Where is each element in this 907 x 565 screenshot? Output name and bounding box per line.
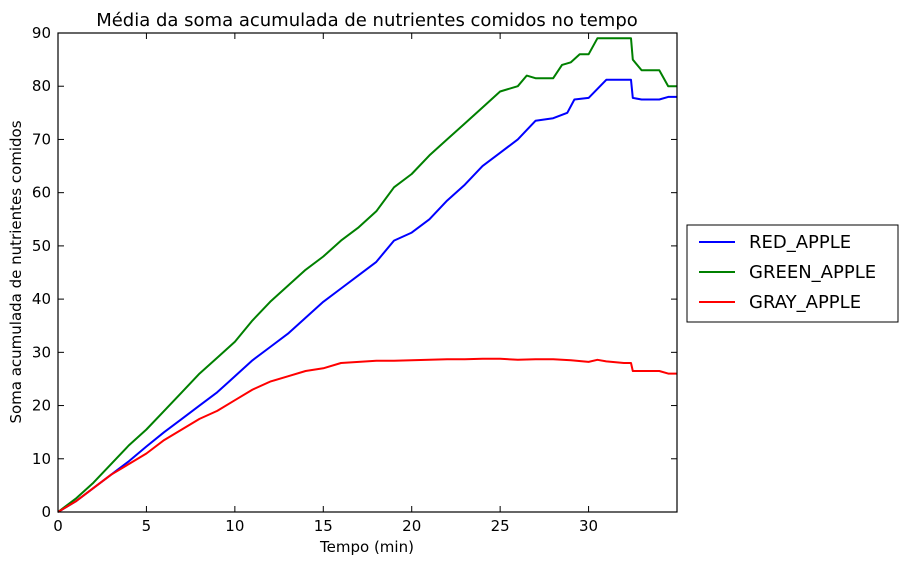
legend: RED_APPLE GREEN_APPLE GRAY_APPLE [686,224,899,323]
y-tick-label: 60 [32,184,51,202]
axis-ticks: 0 5 10 15 20 25 30 0 10 20 30 40 50 60 70 80 90 [32,24,677,535]
x-tick-label: 25 [491,517,510,535]
plot-frame [57,32,678,513]
x-tick-label: 5 [142,517,152,535]
chart-title: Média da soma acumulada de nutrientes co… [96,10,638,31]
x-tick-label: 30 [579,517,598,535]
y-tick-label: 70 [32,130,51,148]
series-line-gray-apple [57,357,677,513]
y-tick-label: 80 [32,77,51,95]
y-tick-label: 20 [32,397,51,415]
y-tick-label: 0 [41,503,51,521]
y-tick-label: 40 [32,290,51,308]
legend-label: RED_APPLE [749,232,851,253]
x-tick-label: 10 [225,517,244,535]
y-axis-label: Soma acumulada de nutrientes comidos [7,120,25,423]
y-tick-label: 10 [32,450,51,468]
y-tick-label: 90 [32,24,51,42]
legend-label: GREEN_APPLE [749,262,876,283]
legend-label: GRAY_APPLE [749,292,861,313]
y-tick-label: 50 [32,237,51,255]
series-line-red-apple [57,78,677,513]
x-tick-label: 0 [53,517,63,535]
series-line-green-apple [57,37,677,513]
series-layer [57,37,677,513]
y-tick-label: 30 [32,343,51,361]
x-tick-label: 20 [402,517,421,535]
x-axis-label: Tempo (min) [319,538,414,556]
x-tick-label: 15 [314,517,333,535]
